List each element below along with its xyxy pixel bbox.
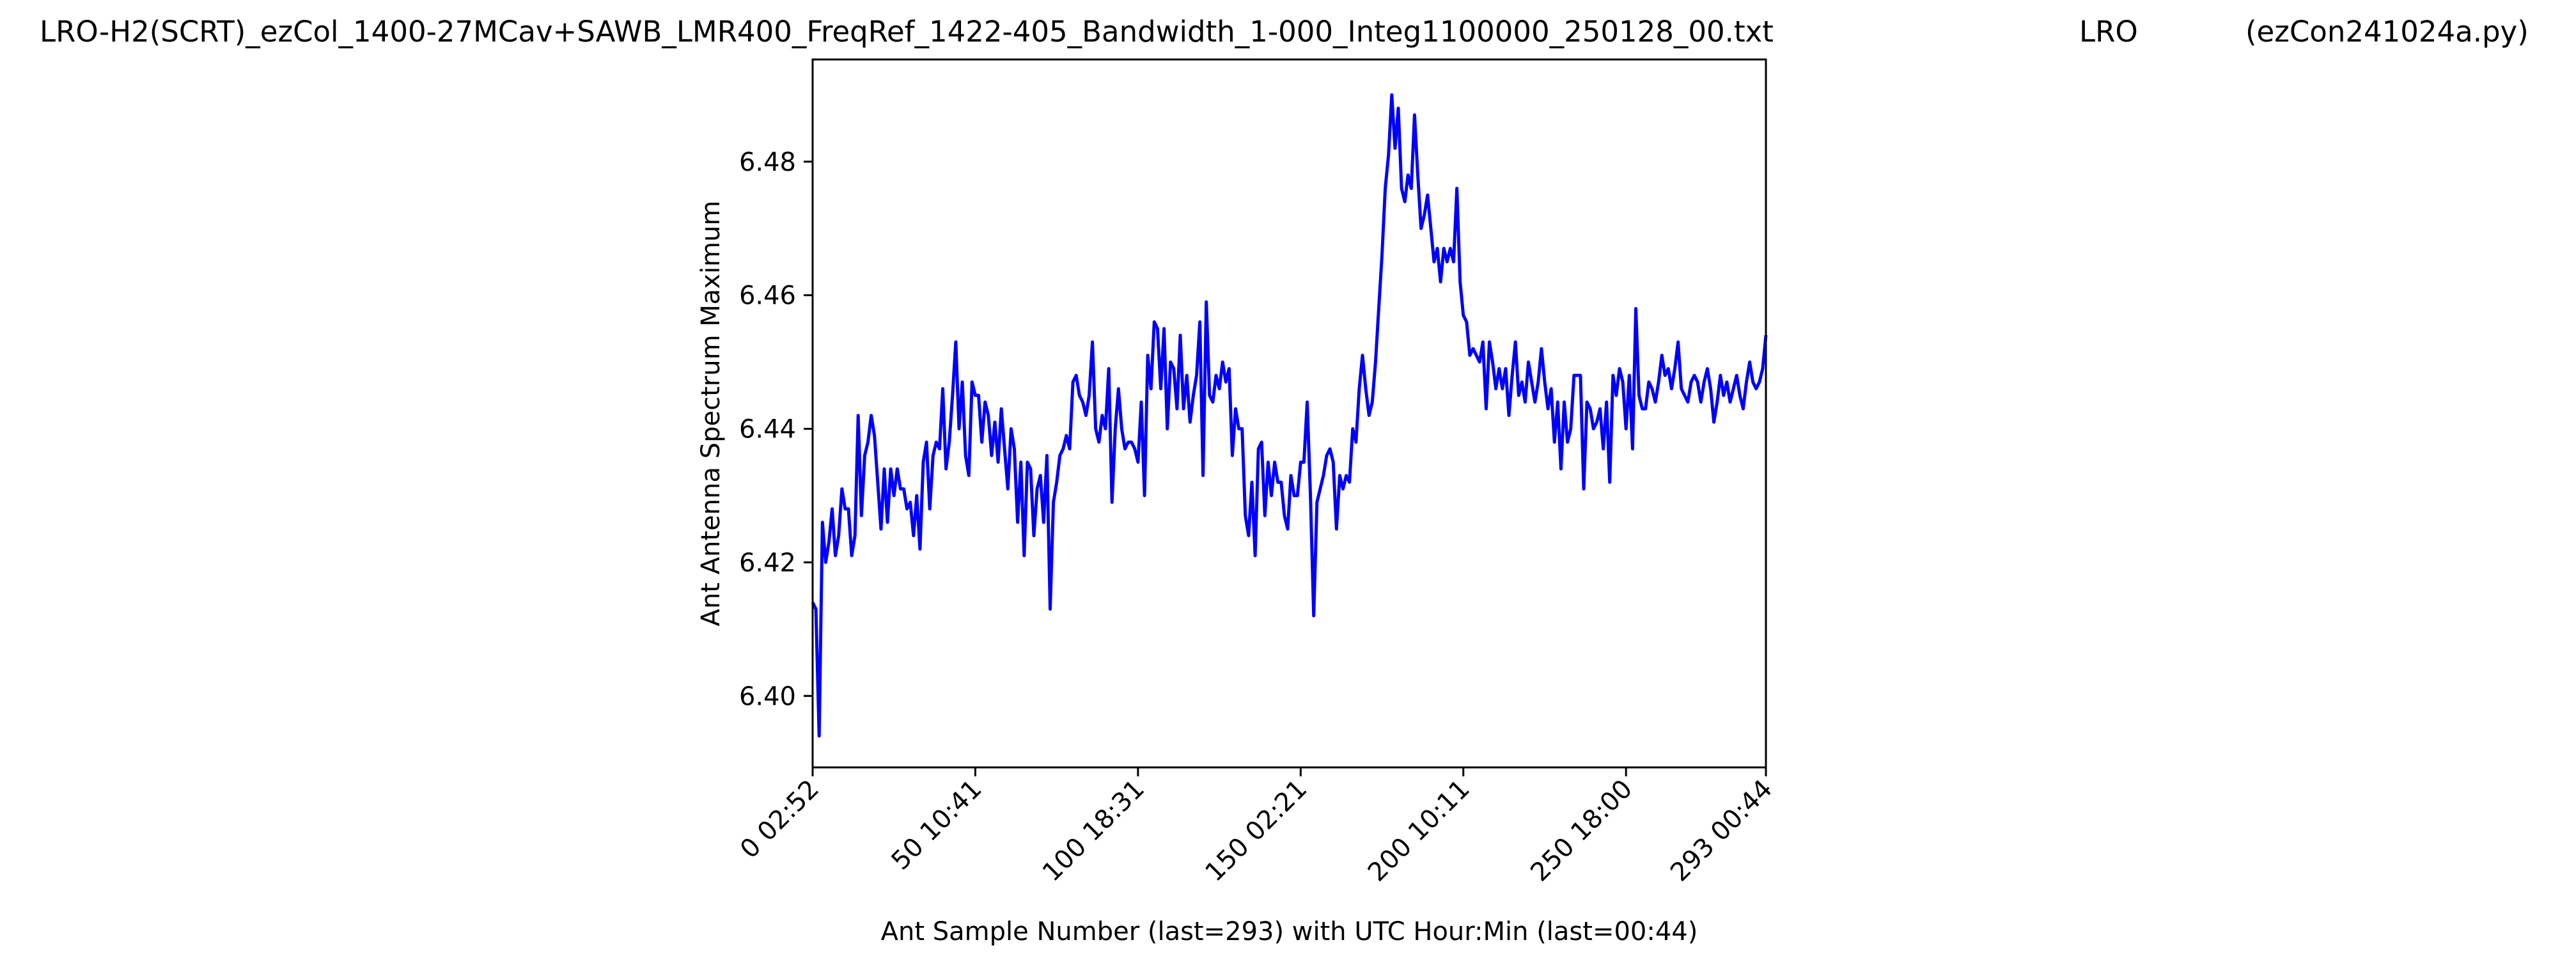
x-axis-label: Ant Sample Number (last=293) with UTC Ho… bbox=[881, 917, 1698, 946]
data-series-line bbox=[811, 93, 1768, 738]
y-tick-label: 6.42 bbox=[739, 548, 796, 577]
series-layer bbox=[811, 93, 1768, 738]
plot-frame bbox=[811, 58, 1767, 769]
y-axis: 6.40 6.42 6.44 6.46 6.48 bbox=[739, 148, 813, 711]
program-title: (ezCon241024a.py) bbox=[2245, 15, 2529, 49]
y-tick-label: 6.48 bbox=[739, 148, 796, 177]
file-title: LRO-H2(SCRT)_ezCol_1400-27MCav+SAWB_LMR4… bbox=[40, 15, 1774, 49]
site-title: LRO bbox=[2079, 15, 2138, 49]
y-axis-label: Ant Antenna Spectrum Maximum bbox=[696, 201, 726, 627]
y-tick-label: 6.40 bbox=[739, 682, 796, 711]
y-tick-label: 6.44 bbox=[739, 415, 796, 444]
y-tick-label: 6.46 bbox=[739, 281, 796, 311]
